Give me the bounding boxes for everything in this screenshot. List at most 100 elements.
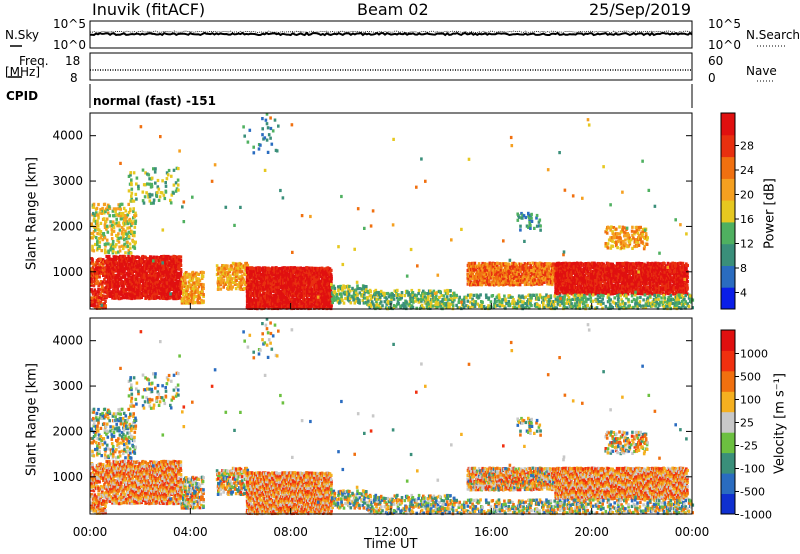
power-cell: [229, 274, 232, 277]
power-cell: [154, 182, 157, 185]
power-cell: [393, 294, 396, 297]
power-cell: [188, 273, 191, 276]
power-cell: [107, 242, 110, 245]
power-cell: [97, 225, 100, 228]
power-cell: [532, 262, 535, 265]
power-cell: [202, 271, 205, 274]
power-cell: [202, 275, 205, 278]
power-cell: [217, 272, 220, 275]
power-cell: [119, 208, 122, 211]
power-cell: [104, 203, 107, 206]
power-cell: [133, 200, 136, 203]
power-cell: [125, 209, 128, 212]
power-cell: [232, 285, 235, 288]
power-cell: [153, 199, 156, 202]
power-cell: [387, 292, 390, 295]
power-cell: [161, 179, 164, 182]
nsky-series: [90, 33, 692, 35]
power-cell: [99, 241, 102, 244]
power-cell: [177, 179, 180, 182]
power-cell: [226, 264, 229, 267]
power-cell: [530, 269, 533, 272]
power-cell: [180, 255, 183, 258]
power-cell: [365, 285, 368, 288]
power-cell: [130, 178, 133, 181]
power-cell: [103, 232, 106, 235]
power-cell: [159, 195, 162, 198]
power-cell: [142, 191, 145, 194]
power-cell: [118, 221, 121, 224]
power-cell: [118, 245, 121, 248]
power-cell: [438, 296, 441, 299]
power-cell: [107, 231, 110, 234]
power-cell: [128, 189, 131, 192]
power-cell: [143, 202, 146, 205]
power-cell: [417, 292, 420, 295]
power-cell: [136, 177, 139, 180]
power-cell: [223, 279, 226, 282]
power-cell: [113, 226, 116, 229]
power-cell: [350, 301, 353, 304]
power-cell: [369, 290, 372, 293]
power-cell: [197, 273, 200, 276]
power-cell: [115, 218, 118, 221]
power-cell: [115, 243, 118, 246]
power-cell: [104, 300, 107, 303]
power-cell: [343, 302, 346, 305]
power-cell: [96, 220, 99, 223]
power-cell: [148, 193, 151, 196]
power-cell: [134, 226, 137, 229]
power-cell: [217, 288, 220, 291]
freq-panel-frame: [90, 53, 692, 80]
power-cell: [154, 170, 157, 173]
power-cell: [180, 268, 183, 271]
power-cell: [96, 207, 99, 210]
power-cell: [199, 279, 202, 282]
power-cell: [122, 212, 125, 215]
power-cell: [133, 231, 136, 234]
power-cell: [135, 198, 138, 201]
power-cell: [125, 237, 128, 240]
power-cell: [93, 203, 96, 206]
power-cell: [123, 270, 126, 273]
power-cell: [108, 214, 111, 217]
power-cell: [133, 171, 136, 174]
power-cell: [112, 240, 115, 243]
power-cell: [135, 193, 138, 196]
power-cell: [154, 167, 157, 170]
power-cell: [100, 249, 103, 252]
power-cell: [220, 288, 223, 291]
power-cell: [165, 185, 168, 188]
power-cell: [488, 280, 491, 283]
power-cell: [612, 264, 615, 267]
power-cell: [527, 283, 530, 286]
power-cell: [118, 224, 121, 227]
power-cell: [418, 289, 421, 292]
power-cell: [351, 287, 354, 290]
power-cell: [135, 220, 138, 223]
power-cell: [348, 285, 351, 288]
power-cell: [100, 222, 103, 225]
power-cell: [348, 293, 351, 296]
power-cell: [106, 225, 109, 228]
power-cell: [156, 191, 159, 194]
power-cell: [202, 283, 205, 286]
power-cell: [486, 263, 489, 266]
power-cell: [129, 242, 132, 245]
power-cell: [111, 233, 114, 236]
power-cell: [496, 262, 499, 265]
power-cell: [170, 201, 173, 204]
power-cell: [120, 236, 123, 239]
power-cell: [358, 287, 361, 290]
power-cell: [129, 208, 132, 211]
power-cell: [98, 275, 101, 278]
power-cell: [133, 245, 136, 248]
power-cell: [202, 300, 205, 303]
power-cell: [158, 199, 161, 202]
power-cell: [94, 288, 97, 291]
power-cell: [148, 173, 151, 176]
power-cell: [165, 190, 168, 193]
power-cell: [150, 202, 153, 205]
power-cell: [130, 252, 133, 255]
power-cell: [177, 183, 180, 186]
